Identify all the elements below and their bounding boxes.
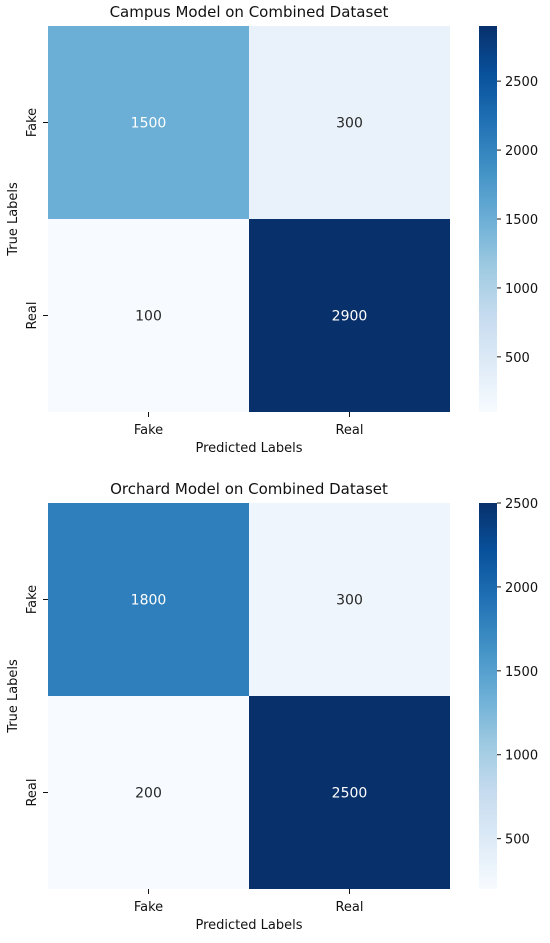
chart-title: Campus Model on Combined Dataset [110,3,389,21]
cell-value-label: 1800 [131,593,167,609]
x-tick-label: Fake [134,900,163,915]
cell-value-label: 100 [135,309,162,325]
heatmap-cell [48,219,249,412]
heatmap-cell [249,26,450,219]
colorbar-tick-label: 1000 [505,282,538,297]
colorbar [479,26,497,412]
x-axis-label: Predicted Labels [195,918,302,933]
heatmap-cell [48,503,249,696]
cell-value-label: 300 [336,593,363,609]
heatmap-cell [249,696,450,889]
x-tick-label: Fake [134,423,163,438]
y-axis-label: True Labels [6,659,21,734]
heatmap-cell [249,219,450,412]
cell-value-label: 2500 [332,786,368,802]
colorbar-tick-label: 500 [505,833,530,848]
colorbar-tick-label: 2500 [505,75,538,90]
cell-value-label: 1500 [131,116,167,132]
y-tick-label: Real [25,778,40,806]
colorbar-tick-label: 2000 [505,144,538,159]
cell-value-label: 2900 [332,309,368,325]
y-tick-label: Real [25,301,40,329]
colorbar-tick-label: 1000 [505,749,538,764]
heatmap-cell [48,26,249,219]
colorbar-tick-label: 500 [505,351,530,366]
x-tick-label: Real [335,900,363,915]
cell-value-label: 300 [336,116,363,132]
x-axis-label: Predicted Labels [195,441,302,456]
colorbar [479,503,497,889]
chart-title: Orchard Model on Combined Dataset [110,480,388,498]
heatmap-cell [249,503,450,696]
y-tick-label: Fake [25,585,40,614]
confusion-matrix-2: Orchard Model on Combined Dataset 1800 300… [6,480,538,933]
colorbar-tick-label: 2000 [505,581,538,596]
colorbar-tick-label: 1500 [505,213,538,228]
confusion-matrix-1: Campus Model on Combined Dataset 1500 300 1… [6,3,538,456]
x-tick-label: Real [335,423,363,438]
y-tick-label: Fake [25,108,40,137]
y-axis-label: True Labels [6,182,21,257]
colorbar-tick-label: 1500 [505,665,538,680]
colorbar-tick-label: 2500 [505,497,538,512]
cell-value-label: 200 [135,786,162,802]
heatmap-cell [48,696,249,889]
